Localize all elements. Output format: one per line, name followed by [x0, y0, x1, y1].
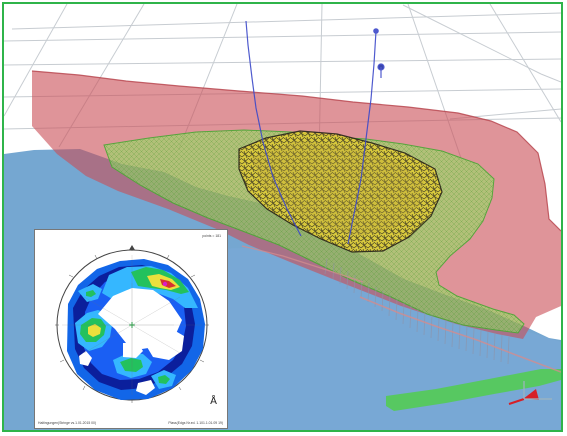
north-arrow-symbol: Å: [210, 396, 217, 407]
geological-3d-model: [4, 4, 561, 430]
bottom-right-axis-triad: [508, 381, 552, 405]
yellow-rock-shading: [251, 141, 424, 236]
green-ground-strip: [386, 369, 561, 411]
image-frame: points = 181 Å Haltingungen(Stringe vs.1…: [2, 2, 563, 432]
stereonet-footer-left: Haltingungen(Stringe vs.1.01.2015 00): [38, 420, 97, 425]
north-triangle: [129, 245, 135, 250]
stereonet-footer-right: Plass(Edgs Nr.ed. 1.101.1.01.09 19): [168, 420, 223, 425]
yellow-rock-body: [238, 130, 443, 253]
lower-surface-seams: [241, 245, 561, 373]
red-surface-edge: [31, 70, 561, 232]
center-mark: [129, 322, 135, 328]
stereonet-contours: [67, 259, 205, 400]
boreholes: [245, 20, 385, 245]
stereonet-header: points = 181: [202, 234, 221, 238]
stereonet-inset: points = 181 Å Haltingungen(Stringe vs.1…: [34, 229, 228, 429]
stereonet-plot: [35, 230, 227, 428]
